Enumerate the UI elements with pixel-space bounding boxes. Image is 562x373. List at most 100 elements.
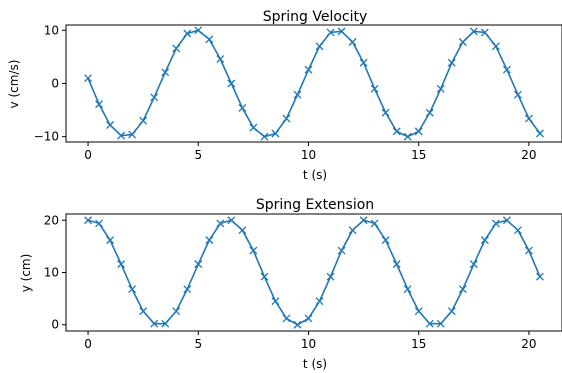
data-point-marker (128, 285, 137, 294)
data-point-marker (370, 84, 379, 93)
data-point-marker (370, 219, 379, 228)
data-point-marker (227, 216, 236, 225)
y-axis-label: v (cm/s) (7, 60, 21, 109)
data-point-marker (458, 38, 467, 46)
data-point-marker (414, 127, 423, 136)
data-point-marker (392, 127, 401, 136)
data-point-marker (480, 28, 489, 37)
x-tick-label: 10 (301, 337, 316, 351)
y-tick-label: 10 (44, 266, 59, 280)
data-point-marker (348, 38, 357, 46)
data-point-marker (205, 35, 214, 44)
velocity-chart: Spring Velocity t (s) v (cm/s) 0 5 10 15 20 −… (7, 9, 562, 182)
x-tick-label: 5 (194, 148, 202, 162)
data-point-marker (271, 129, 280, 138)
data-point-marker (535, 272, 544, 281)
x-tick-label: 15 (411, 337, 426, 351)
data-point-marker (139, 307, 148, 316)
data-point-marker (447, 307, 456, 316)
x-tick-label: 0 (84, 337, 92, 351)
data-point-marker (194, 26, 203, 35)
data-point-marker (150, 319, 159, 328)
data-point-marker (436, 319, 445, 328)
x-axis-label: t (s) (303, 357, 327, 371)
data-point-marker (337, 246, 346, 255)
data-point-marker (447, 58, 456, 67)
y-tick-label: 0 (51, 318, 59, 332)
data-point-marker (502, 65, 511, 74)
data-point-marker (84, 216, 93, 225)
data-point-marker (359, 58, 368, 67)
data-point-marker (491, 219, 500, 228)
data-point-marker (436, 84, 445, 93)
data-point-marker (249, 123, 258, 132)
data-point-marker (84, 74, 93, 83)
data-point-marker (271, 297, 280, 306)
data-point-marker (216, 55, 225, 63)
data-point-marker (260, 132, 269, 141)
chart-title: Spring Extension (256, 197, 374, 213)
x-tick-label: 15 (411, 148, 426, 162)
y-tick-label: −10 (34, 130, 59, 144)
data-point-marker (150, 93, 159, 102)
data-point-marker (205, 236, 214, 245)
data-point-marker (348, 226, 357, 235)
y-tick-label: 10 (44, 23, 59, 37)
data-point-marker (106, 236, 115, 245)
data-point-marker (106, 121, 115, 129)
data-point-marker (95, 219, 104, 228)
x-tick-label: 0 (84, 148, 92, 162)
extension-chart: Spring Extension t (s) y (cm) 0 5 10 15 20 0 1… (19, 197, 562, 371)
data-point-marker (194, 260, 203, 269)
data-point-marker (425, 319, 434, 328)
data-point-marker (480, 236, 489, 245)
series-line (87, 29, 541, 138)
data-point-marker (227, 79, 236, 88)
data-point-marker (216, 219, 225, 228)
data-point-marker (128, 130, 137, 139)
data-point-marker (326, 28, 335, 37)
data-point-marker (458, 285, 467, 294)
data-point-marker (359, 216, 368, 225)
y-axis-label: y (cm) (19, 254, 33, 293)
axis-ticks: 0 5 10 15 20 −10 0 10 (34, 23, 537, 162)
axis-ticks: 0 5 10 15 20 0 10 20 (44, 213, 537, 351)
data-point-marker (524, 114, 533, 123)
data-point-marker (403, 132, 412, 141)
data-point-marker (238, 104, 247, 112)
data-point-marker (172, 307, 181, 316)
data-point-marker (183, 285, 192, 294)
data-point-marker (183, 29, 192, 38)
data-point-marker (315, 297, 324, 306)
data-point-marker (524, 246, 533, 255)
x-tick-label: 10 (301, 148, 316, 162)
data-point-marker (293, 90, 302, 99)
data-point-marker (282, 114, 291, 123)
data-point-marker (513, 90, 522, 99)
data-point-marker (161, 68, 170, 77)
data-point-marker (513, 226, 522, 235)
x-tick-label: 20 (521, 337, 536, 351)
data-point-marker (535, 129, 544, 138)
x-tick-label: 5 (194, 337, 202, 351)
data-point-marker (304, 314, 313, 323)
y-tick-label: 0 (51, 77, 59, 91)
data-point-marker (282, 314, 291, 323)
series-marks (84, 216, 544, 329)
data-point-marker (469, 260, 478, 269)
series-marks (84, 26, 544, 141)
x-axis-label: t (s) (303, 168, 327, 182)
data-point-marker (95, 100, 104, 109)
series-line (87, 219, 541, 326)
data-point-marker (139, 116, 148, 125)
data-point-marker (502, 216, 511, 225)
data-point-marker (315, 42, 324, 51)
data-point-marker (117, 260, 126, 269)
data-point-marker (293, 320, 302, 329)
data-point-marker (260, 272, 269, 281)
data-point-marker (491, 42, 500, 51)
data-point-marker (392, 260, 401, 269)
data-point-marker (381, 108, 390, 117)
x-tick-label: 20 (521, 148, 536, 162)
